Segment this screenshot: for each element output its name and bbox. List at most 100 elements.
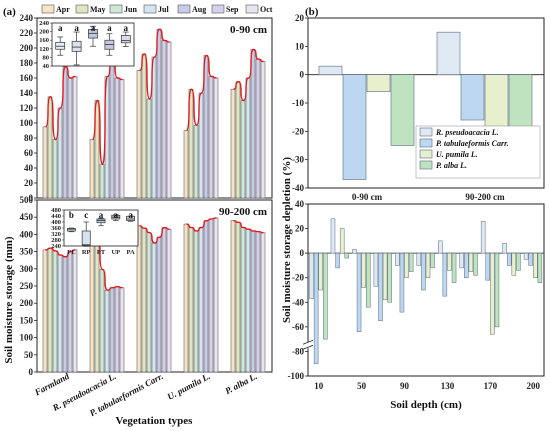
y-tick-label: 400	[20, 229, 34, 239]
bar-b_bottom-1-0	[330, 218, 336, 254]
bar-a_top-4-4	[250, 49, 256, 199]
y-tick-label: 220	[20, 28, 34, 38]
trend-line-a_bottom-3	[186, 217, 217, 232]
legend-swatch-Jun	[109, 4, 123, 14]
inset-box	[81, 230, 91, 246]
y-tick-label: 140	[20, 88, 34, 98]
bar-a_bottom-4-0	[230, 220, 236, 373]
x-tick-label: 90-200 cm	[465, 192, 505, 202]
bar-b_top-0-2	[366, 74, 391, 92]
inset-tick-label: 80	[43, 54, 50, 61]
bar-a_bottom-2-0	[136, 225, 142, 373]
legend-swatch-May	[75, 4, 89, 14]
y-tick-label: -30	[292, 155, 304, 165]
bar-a_top-0-5	[67, 77, 73, 199]
bar-a_bottom-2-4	[156, 236, 162, 373]
legend-label-Aug: Aug	[192, 5, 206, 14]
bar-b_top-1-1	[460, 74, 485, 121]
bar-b_bottom-5-2	[425, 252, 431, 278]
inset-box	[120, 35, 131, 44]
bar-b_bottom-10-0	[523, 252, 529, 260]
bar-b_bottom-0-3	[323, 252, 328, 340]
legend-swatch-b-0	[419, 127, 433, 137]
inset-letter: a	[58, 23, 63, 33]
legend-label-Jul: Jul	[158, 5, 169, 14]
bar-b_bottom-0-0	[309, 252, 314, 299]
bar-b_bottom-9-0	[502, 243, 507, 254]
inset-tick-label: 120	[39, 46, 49, 53]
bar-b_bottom-9-2	[511, 252, 517, 276]
bar-b_bottom-5-0	[416, 252, 422, 266]
inset-xlabel: RP	[82, 249, 91, 256]
bar-b_bottom-4-3	[408, 252, 414, 272]
bar-a_top-3-2	[193, 124, 199, 199]
bar-b_bottom-5-3	[430, 252, 435, 269]
bar-a_top-3-5	[208, 76, 214, 199]
legend-label-b-0: R. pseudoacacia L.	[435, 128, 499, 137]
inset-frame-a_bottom	[63, 209, 139, 247]
bar-a_top-4-0	[230, 88, 236, 199]
x-tick-label: 130	[441, 381, 455, 391]
bar-a_top-2-6	[166, 41, 172, 199]
legend-swatch-Oct	[245, 4, 259, 14]
axis-break-mark	[302, 344, 314, 350]
legend-label-Apr: Apr	[56, 5, 70, 14]
trend-line-a_top-0	[45, 66, 76, 141]
bar-a_top-3-0	[183, 130, 189, 199]
bar-a_bottom-2-1	[141, 227, 147, 373]
bar-b_top-1-3	[508, 74, 533, 132]
legend-label-Oct: Oct	[260, 5, 273, 14]
inset-letter: a	[74, 23, 79, 33]
bar-a_top-0-2	[52, 139, 58, 199]
bar-a_bottom-0-1	[47, 247, 53, 373]
inset-box	[71, 40, 82, 52]
legend-label-May: May	[90, 5, 106, 14]
bar-b_bottom-1-3	[344, 252, 350, 259]
bar-a_top-2-4	[156, 28, 162, 199]
inset-xlabel: UP	[111, 249, 120, 256]
bar-b_bottom-3-2	[382, 252, 388, 301]
y-tick-label: 240	[20, 13, 34, 23]
bar-b_bottom-3-0	[373, 252, 379, 287]
y-tick-label: 60	[24, 148, 34, 158]
inset-tick-label: 240	[51, 243, 61, 250]
inset-box	[126, 215, 136, 221]
y-tick-label: -20	[292, 273, 304, 283]
bar-b_bottom-0-1	[313, 252, 319, 364]
bar-a_bottom-4-1	[235, 222, 241, 373]
bar-b_bottom-8-3	[494, 252, 500, 328]
bar-a_bottom-3-6	[213, 217, 219, 373]
bar-b_bottom-2-3	[365, 252, 371, 308]
inset-letter: a	[91, 23, 96, 33]
x-tick-label: 0-90 cm	[352, 192, 383, 202]
x-tick-label: 170	[484, 381, 498, 391]
panel-a-label: (a)	[3, 6, 16, 18]
legend-swatch-b-3	[419, 160, 433, 170]
trend-line-a_bottom-4	[233, 219, 264, 234]
bar-b_bottom-10-1	[528, 252, 533, 266]
y-tick-label: -40	[292, 183, 304, 193]
bar-b_bottom-4-2	[404, 252, 409, 278]
y-tick-label: 500	[20, 195, 34, 205]
bar-a_top-0-0	[42, 126, 48, 199]
y-tick-label: 20	[24, 178, 34, 188]
trend-line-a_bottom-0	[45, 247, 76, 258]
y-tick-label: -60	[292, 322, 304, 332]
bar-b_top-1-0	[436, 31, 461, 75]
bar-b_bottom-10-2	[533, 252, 538, 278]
legend-swatch-Apr	[41, 4, 55, 14]
axis-break-mark	[302, 339, 314, 345]
panel-b-xlabel: Soil depth (cm)	[390, 399, 462, 411]
bar-a_top-1-0	[89, 139, 95, 199]
bar-a_top-4-6	[260, 61, 266, 199]
x-tick-label: 10	[314, 381, 324, 391]
inset-letter: a	[114, 210, 119, 220]
x-tick-label: 90	[400, 381, 410, 391]
inset-tick-label: 240	[39, 20, 49, 27]
bar-a_top-1-4	[109, 49, 115, 199]
y-tick-label: 350	[20, 247, 34, 257]
bar-b_top-0-3	[390, 74, 415, 146]
bar-b_bottom-2-2	[361, 252, 366, 288]
bar-b_bottom-10-3	[537, 252, 543, 283]
bar-a_bottom-0-2	[52, 250, 58, 373]
